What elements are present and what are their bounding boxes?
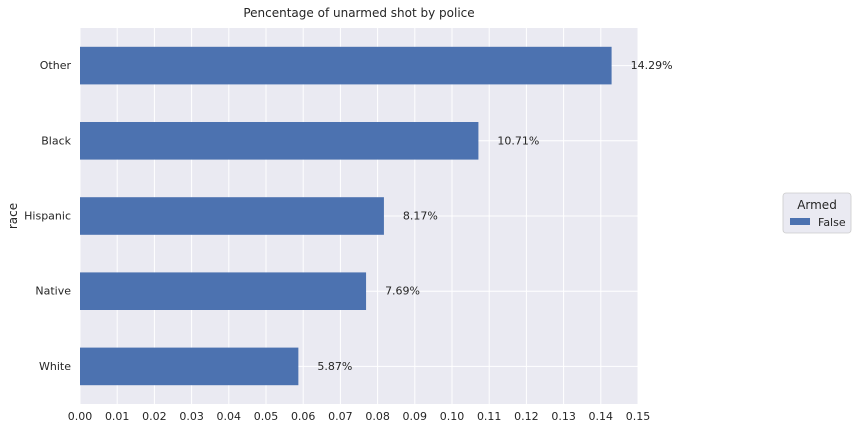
x-tick-label: 0.06 [291,410,316,423]
grid-lines [79,28,639,404]
bar-value-label: 8.17% [403,210,438,223]
bar-white[interactable] [80,347,299,386]
y-tick-label: Other [40,59,72,72]
y-tick-label: White [39,360,71,373]
bar-native[interactable] [80,272,367,310]
legend-swatch-false [790,218,810,225]
x-axis-ticks: 0.00 0.01 0.02 0.03 0.04 0.05 0.06 0.07 0.08 0.09… [68,410,651,423]
bar-value-label: 14.29% [631,59,673,72]
bar-other[interactable] [80,46,612,85]
bar-data-labels: 5.87% 7.69% 8.17% 10.71% 14.29% [317,59,672,373]
x-tick-label: 0.01 [105,410,130,423]
x-tick-label: 0.12 [514,410,539,423]
x-tick-label: 0.09 [403,410,428,423]
x-tick-label: 0.05 [254,410,279,423]
y-tick-label: Black [41,134,71,147]
y-axis-label: race [6,203,20,229]
legend[interactable]: Armed False [782,192,852,234]
bar-black[interactable] [80,122,479,160]
x-tick-label: 0.03 [179,410,204,423]
y-tick-label: Hispanic [24,210,71,223]
x-tick-label: 0.07 [328,410,353,423]
x-tick-label: 0.15 [626,410,651,423]
legend-label-false: False [818,216,846,229]
bar-hispanic[interactable] [80,197,384,235]
x-tick-label: 0.14 [589,410,614,423]
bar-value-label: 5.87% [317,360,352,373]
x-tick-label: 0.00 [68,410,93,423]
x-tick-label: 0.11 [477,410,502,423]
x-tick-label: 0.02 [142,410,167,423]
legend-title: Armed [797,198,837,212]
y-tick-label: Native [35,285,71,298]
x-tick-label: 0.04 [217,410,242,423]
bar-value-label: 7.69% [385,285,420,298]
chart-title: Pencentage of unarmed shot by police [243,6,474,20]
bars [80,46,612,386]
x-tick-label: 0.13 [551,410,576,423]
bar-value-label: 10.71% [497,134,539,147]
x-tick-label: 0.08 [365,410,390,423]
x-tick-label: 0.10 [440,410,465,423]
y-axis-ticks: White Native Hispanic Black Other [24,59,71,373]
